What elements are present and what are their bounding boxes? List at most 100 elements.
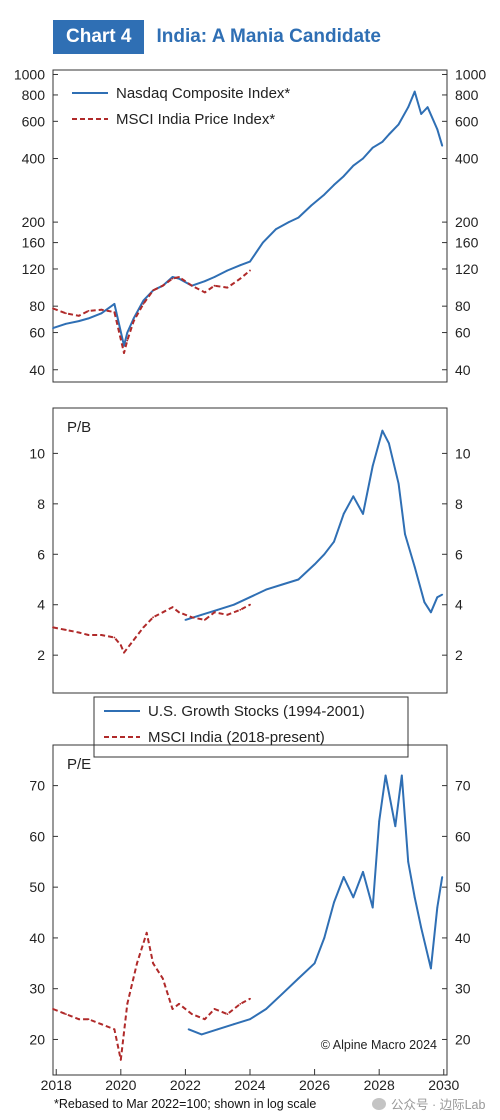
data-point-us bbox=[126, 331, 129, 334]
series-line-india-middle bbox=[52, 603, 251, 654]
y-tick-label-left: 8 bbox=[37, 496, 45, 512]
data-point-us bbox=[65, 322, 67, 325]
legend-box bbox=[93, 696, 409, 758]
data-point-us bbox=[362, 157, 364, 160]
y-tick-label-left: 800 bbox=[22, 87, 46, 103]
data-point-india bbox=[52, 1008, 54, 1010]
data-point-us bbox=[381, 140, 384, 143]
data-point-us bbox=[171, 276, 174, 278]
data-point-india bbox=[126, 1003, 129, 1005]
x-tick-label: 2030 bbox=[428, 1077, 459, 1090]
data-point-us bbox=[297, 578, 300, 581]
panel-frame-middle bbox=[52, 407, 448, 694]
y-tick-label-left: 20 bbox=[29, 1031, 45, 1047]
data-point-us bbox=[310, 204, 313, 207]
data-point-india bbox=[77, 631, 80, 634]
data-point-us bbox=[249, 260, 251, 263]
data-point-us bbox=[281, 992, 284, 995]
data-point-india bbox=[171, 606, 174, 609]
data-point-india bbox=[178, 1003, 180, 1005]
data-point-us bbox=[371, 146, 374, 149]
data-point-us bbox=[423, 601, 426, 604]
y-tick-label-left: 30 bbox=[29, 981, 45, 997]
data-point-india bbox=[52, 307, 54, 310]
data-point-us bbox=[313, 962, 316, 965]
data-point-us bbox=[352, 164, 355, 167]
data-point-india bbox=[113, 1028, 116, 1031]
data-point-us bbox=[216, 608, 219, 611]
data-point-us bbox=[404, 533, 406, 535]
data-point-us bbox=[297, 216, 300, 219]
x-tick-label: 2024 bbox=[234, 1077, 265, 1090]
series-line-india-top bbox=[52, 269, 251, 354]
legend-label: Nasdaq Composite Index* bbox=[116, 85, 290, 102]
data-point-india bbox=[100, 1023, 103, 1026]
data-point-us bbox=[281, 583, 284, 586]
data-point-india bbox=[203, 619, 206, 621]
watermark: 公众号 · 边际Lab bbox=[372, 1094, 485, 1113]
data-point-india bbox=[213, 611, 216, 614]
y-tick-label-right: 4 bbox=[455, 597, 463, 613]
data-point-us bbox=[413, 566, 416, 568]
y-tick-label-left: 60 bbox=[29, 325, 45, 341]
series-line-india-bottom bbox=[52, 931, 251, 1061]
y-tick-label-right: 6 bbox=[455, 546, 463, 562]
y-tick-label-left: 4 bbox=[37, 597, 45, 613]
y-tick-label-right: 600 bbox=[455, 113, 479, 129]
data-point-india bbox=[87, 1018, 90, 1021]
data-point-us bbox=[200, 613, 203, 616]
data-point-india bbox=[123, 651, 125, 654]
data-point-us bbox=[100, 312, 103, 315]
chart-canvas: 40 40 60 60 80 80 120 120 160 160 200 200 400 400 600 6… bbox=[14, 66, 487, 1090]
data-point-us bbox=[352, 896, 355, 899]
panel-frame-bottom bbox=[52, 744, 448, 1076]
data-point-india bbox=[126, 339, 129, 342]
data-point-india bbox=[142, 626, 145, 629]
data-point-india bbox=[152, 289, 155, 292]
y-tick-label-right: 40 bbox=[455, 362, 471, 378]
data-point-us bbox=[394, 825, 397, 828]
data-point-us bbox=[233, 603, 235, 606]
x-tick-label: 2028 bbox=[364, 1077, 395, 1090]
data-point-us bbox=[413, 90, 416, 93]
data-point-india bbox=[145, 931, 148, 934]
data-point-us bbox=[226, 269, 229, 272]
y-tick-label-left: 1000 bbox=[14, 66, 45, 82]
data-point-india bbox=[213, 1008, 216, 1010]
data-point-india bbox=[178, 611, 180, 614]
data-point-us bbox=[249, 596, 251, 599]
data-point-us bbox=[203, 280, 206, 283]
data-point-india bbox=[113, 636, 116, 639]
data-point-us bbox=[407, 860, 410, 863]
y-tick-label-left: 6 bbox=[37, 546, 45, 562]
data-point-india bbox=[119, 1058, 122, 1061]
data-point-us bbox=[342, 175, 345, 178]
series-line-us-bottom bbox=[188, 774, 444, 1036]
data-point-us bbox=[323, 937, 326, 939]
y-tick-label-left: 50 bbox=[29, 879, 45, 895]
data-point-india bbox=[213, 284, 216, 287]
y-tick-label-left: 600 bbox=[22, 113, 46, 129]
x-tick-label: 2020 bbox=[105, 1077, 136, 1090]
data-point-us bbox=[249, 1018, 251, 1021]
data-point-us bbox=[200, 1033, 203, 1036]
data-point-us bbox=[430, 967, 432, 970]
data-point-india bbox=[113, 311, 116, 313]
data-point-india bbox=[161, 611, 164, 614]
y-tick-label-right: 2 bbox=[455, 647, 463, 663]
data-point-us bbox=[441, 144, 444, 147]
data-point-us bbox=[436, 128, 439, 131]
data-point-us bbox=[142, 299, 145, 302]
data-point-us bbox=[426, 106, 429, 109]
data-point-us bbox=[262, 241, 264, 244]
y-tick-label-right: 1000 bbox=[455, 66, 486, 82]
data-point-india bbox=[191, 616, 193, 619]
data-point-us bbox=[342, 876, 345, 878]
data-point-us bbox=[371, 465, 374, 467]
data-point-india bbox=[226, 1013, 229, 1015]
data-point-india bbox=[77, 1018, 80, 1021]
legend-label: MSCI India Price Index* bbox=[116, 111, 275, 128]
data-point-india bbox=[161, 284, 164, 287]
y-tick-label-left: 120 bbox=[22, 261, 46, 277]
data-point-india bbox=[203, 1018, 206, 1021]
